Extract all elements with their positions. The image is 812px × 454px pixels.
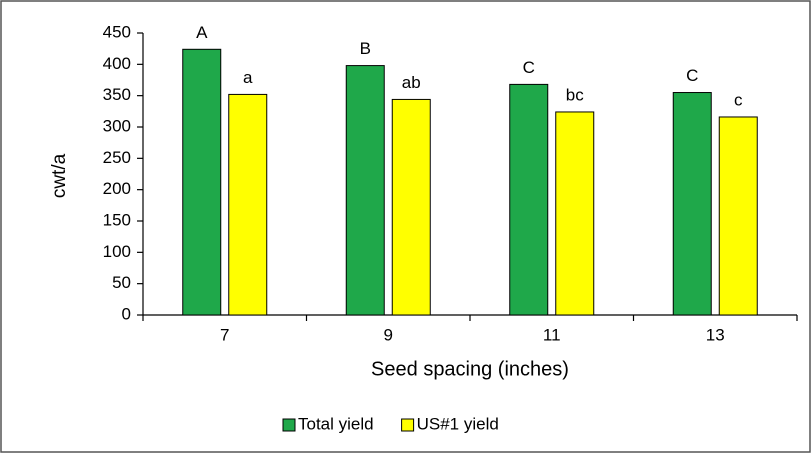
y-tick-label: 350 — [103, 85, 131, 104]
x-axis-label: Seed spacing (inches) — [371, 358, 569, 380]
y-tick-label: 0 — [122, 304, 131, 323]
y-tick-label: 100 — [103, 242, 131, 261]
legend-swatch — [401, 418, 415, 432]
bar-annotation: ab — [402, 73, 421, 92]
bar-annotation: B — [360, 39, 371, 58]
bar — [391, 98, 431, 316]
bar — [672, 92, 712, 316]
y-tick-label: 250 — [103, 148, 131, 167]
legend-label: Total yield — [298, 414, 374, 433]
bar — [555, 111, 595, 316]
bar-annotation: c — [734, 90, 743, 109]
legend-swatch — [282, 418, 296, 432]
bar — [228, 93, 268, 316]
bar — [345, 65, 385, 316]
y-tick-label: 300 — [103, 116, 131, 135]
y-tick-label: 150 — [103, 210, 131, 229]
bar-annotation: A — [196, 23, 208, 42]
bar-annotation: C — [686, 66, 698, 85]
y-tick-label: 50 — [112, 273, 131, 292]
y-tick-label: 200 — [103, 179, 131, 198]
x-tick-label: 7 — [220, 325, 229, 344]
bar-annotation: bc — [566, 85, 584, 104]
bar-annotation: a — [243, 68, 253, 87]
x-tick-label: 9 — [384, 325, 393, 344]
legend-label: US#1 yield — [417, 414, 499, 433]
x-tick-label: 11 — [543, 325, 561, 344]
bar — [718, 116, 758, 316]
y-axis-label: cwt/a — [49, 153, 70, 198]
bar — [182, 48, 222, 316]
bar-annotation: C — [523, 58, 535, 77]
x-tick-label: 13 — [706, 325, 725, 344]
bar — [509, 83, 549, 316]
y-tick-label: 450 — [103, 22, 131, 41]
y-tick-label: 400 — [103, 54, 131, 73]
